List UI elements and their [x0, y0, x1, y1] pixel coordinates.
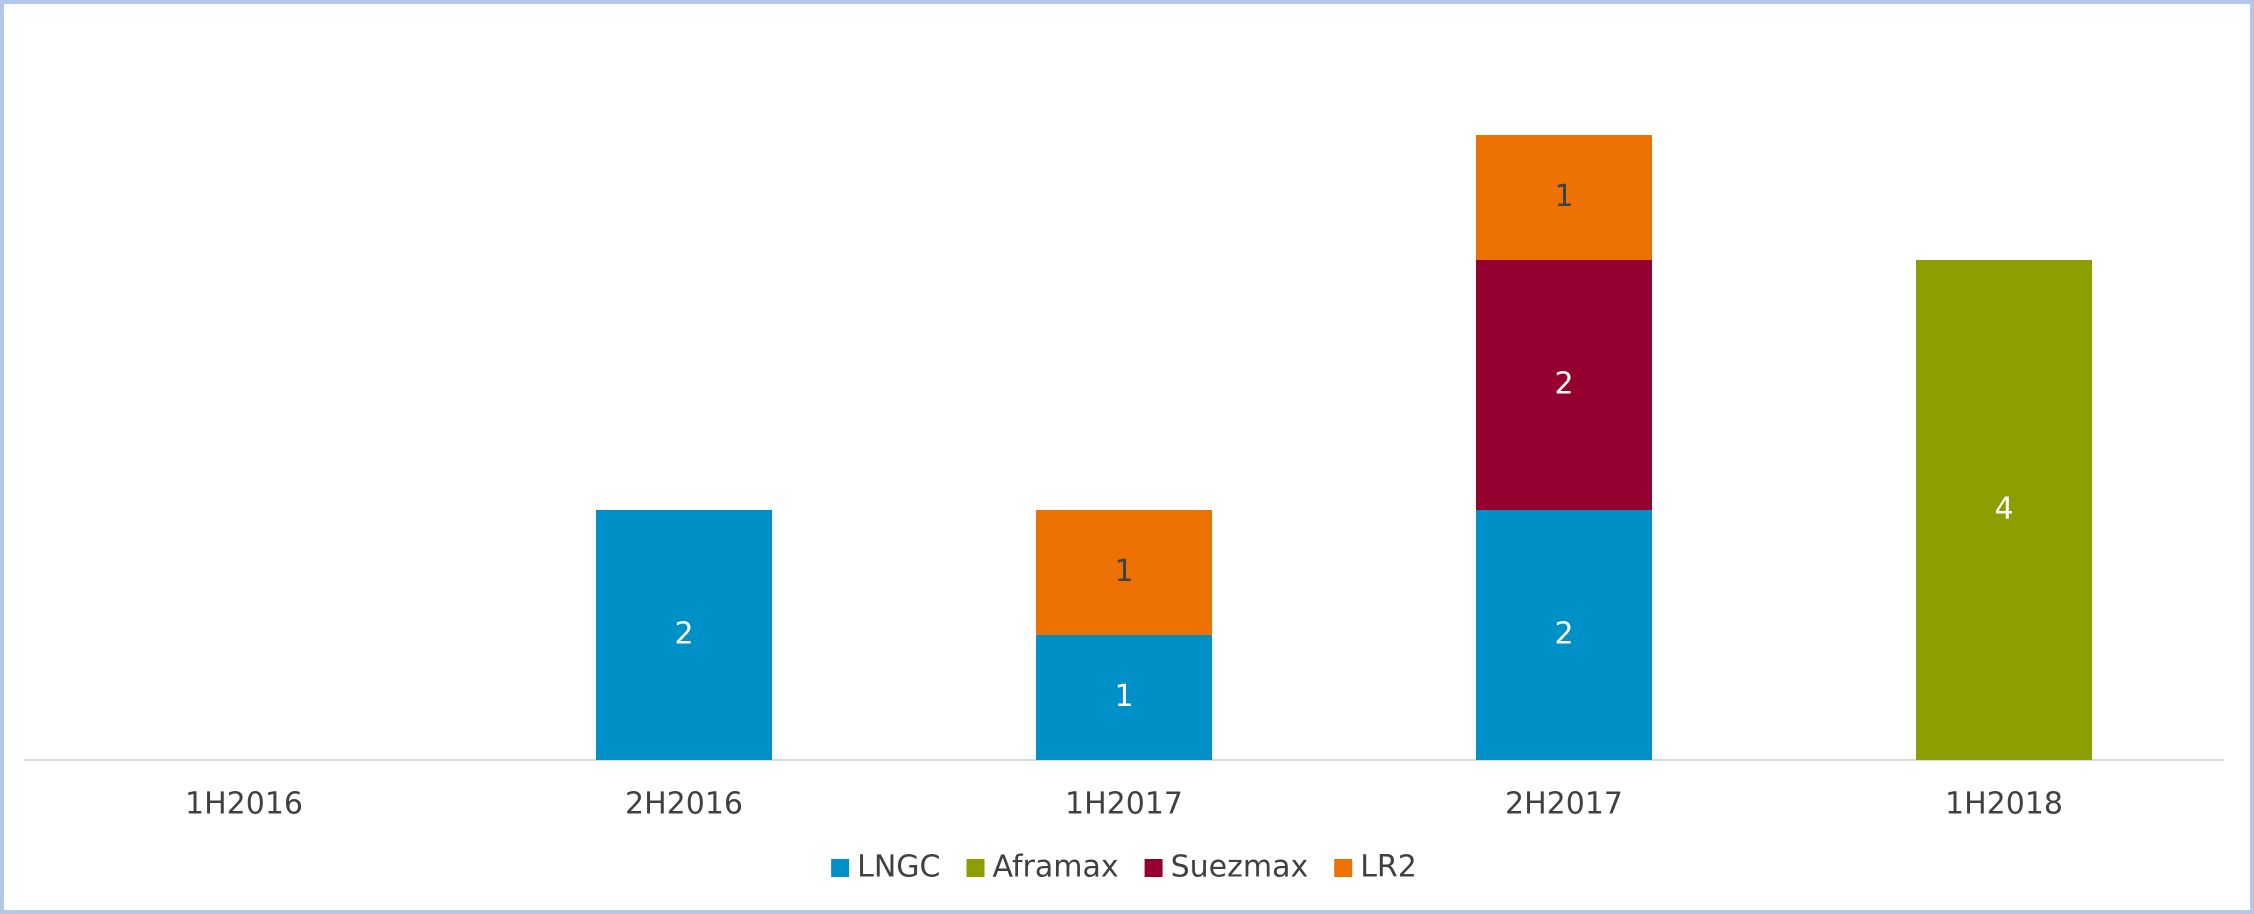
data-label: 1 [1554, 179, 1573, 214]
data-label: 1 [1114, 554, 1133, 589]
bar-segment [1476, 135, 1652, 260]
legend-label: LNGC [857, 850, 940, 885]
data-label: 2 [674, 617, 693, 652]
data-label: 2 [1554, 367, 1573, 402]
data-label: 4 [1994, 492, 2013, 527]
legend-label: Aframax [992, 850, 1118, 885]
legend-swatch [966, 859, 985, 877]
bar-segment [1476, 260, 1652, 510]
data-label: 2 [1554, 617, 1573, 652]
legend-swatch [1144, 859, 1163, 877]
bar-segment [1036, 510, 1212, 635]
legend-label: LR2 [1360, 850, 1417, 885]
data-label: 1 [1114, 679, 1133, 714]
x-tick-label: 1H2016 [185, 787, 303, 822]
legend-label: Suezmax [1171, 850, 1309, 885]
x-tick-label: 2H2017 [1505, 787, 1623, 822]
x-tick-label: 1H2018 [1945, 787, 2063, 822]
x-tick-label: 1H2017 [1065, 787, 1183, 822]
legend-swatch [831, 859, 850, 877]
bar-segment [1036, 635, 1212, 760]
bar-segment [1476, 510, 1652, 760]
bar-segment [596, 510, 772, 760]
bar-segment [1916, 260, 2092, 760]
x-tick-label: 2H2016 [625, 787, 743, 822]
legend-swatch [1334, 859, 1353, 877]
